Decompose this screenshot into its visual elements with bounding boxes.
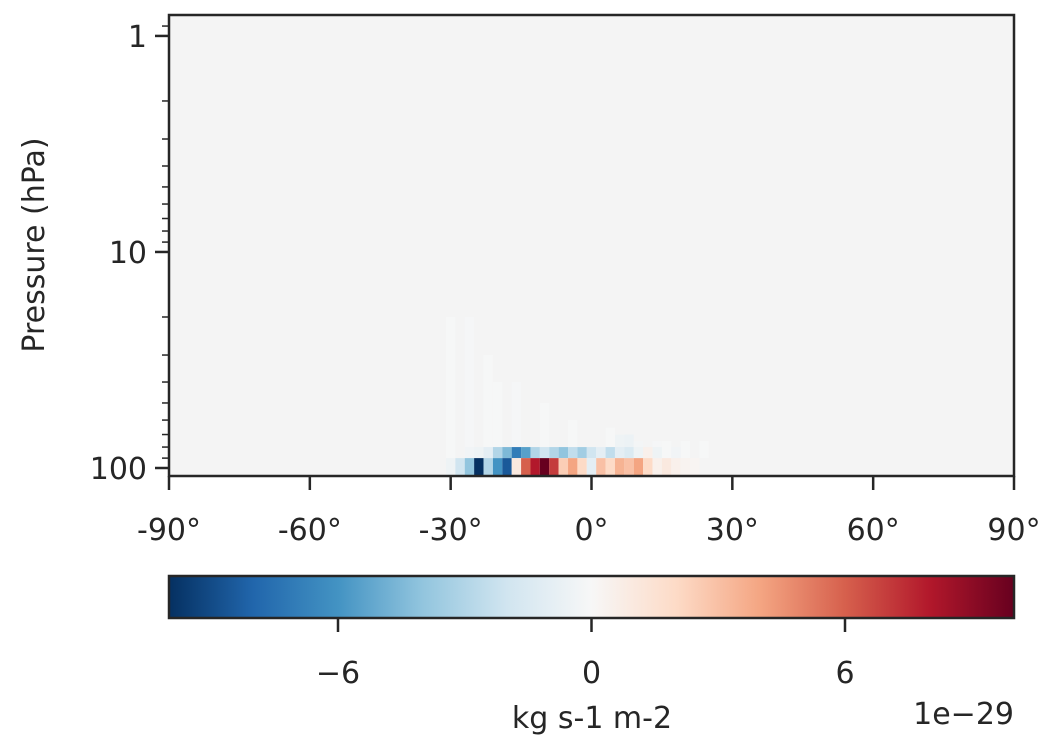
heatmap-cell — [511, 447, 522, 459]
heatmap-cell — [605, 458, 615, 476]
heatmap-cell — [511, 382, 522, 476]
heatmap-cells — [445, 317, 709, 476]
heatmap-cell — [483, 458, 493, 476]
x-tick-label: 60° — [847, 513, 900, 548]
heatmap-cell — [455, 458, 465, 476]
plot-background — [169, 15, 1014, 476]
heatmap-cell — [568, 458, 578, 476]
heatmap-cell — [492, 447, 503, 459]
heatmap-cell — [445, 317, 456, 476]
heatmap-cell — [539, 447, 550, 459]
heatmap-cell — [539, 458, 550, 476]
heatmap-cell — [568, 447, 578, 459]
colorbar-label: kg s-1 m-2 — [512, 701, 672, 736]
heatmap-cell — [502, 447, 512, 459]
heatmap-cell — [596, 447, 606, 459]
heatmap-cell — [643, 447, 653, 459]
heatmap-cell — [633, 458, 644, 476]
heatmap-cell — [474, 458, 484, 476]
heatmap-cell — [605, 447, 615, 459]
x-tick-label: -30° — [419, 513, 483, 548]
heatmap-cell — [445, 458, 456, 476]
heatmap-cell — [521, 447, 531, 459]
heatmap-cell — [483, 355, 493, 476]
heatmap-cell — [464, 317, 475, 476]
colorbar: −6 0 6 kg s-1 m-2 1e−29 — [167, 574, 1016, 736]
y-axis: 1 10 100 — [90, 20, 169, 487]
heatmap-cell — [558, 447, 569, 459]
heatmap-cell — [652, 458, 662, 476]
y-tick-label: 100 — [90, 452, 147, 487]
heatmap-cell — [633, 447, 644, 459]
x-tick-label: 30° — [706, 513, 759, 548]
y-tick-label: 10 — [109, 236, 147, 271]
x-tick-label: -60° — [278, 513, 342, 548]
heatmap-cell — [671, 447, 681, 459]
x-tick-label: -90° — [137, 513, 201, 548]
heatmap-cell — [530, 458, 540, 476]
heatmap-cell — [577, 447, 587, 459]
colorbar-ticks: −6 0 6 — [316, 618, 855, 691]
x-tick-label: 90° — [987, 513, 1040, 548]
heatmap-cell — [614, 447, 625, 459]
heatmap-cell — [624, 434, 634, 459]
heatmap-cell — [690, 458, 700, 476]
colorbar-tick-label: 0 — [582, 656, 601, 691]
heatmap-cell — [596, 458, 606, 476]
plot-area — [167, 13, 1016, 478]
heatmap-cell — [652, 447, 662, 459]
colorbar-gradient — [167, 574, 1016, 620]
heatmap-cell — [558, 458, 569, 476]
heatmap-cell — [643, 458, 653, 476]
heatmap-cell — [624, 458, 634, 476]
y-tick-label: 1 — [128, 20, 147, 55]
heatmap-cell — [661, 441, 672, 459]
heatmap-cell — [464, 447, 475, 459]
heatmap-cell — [577, 458, 587, 476]
heatmap-cell — [483, 447, 493, 459]
heatmap-cell — [492, 458, 503, 476]
x-axis: -90° -60° -30° 0° 30° 60° 90° — [137, 476, 1041, 548]
heatmap-cell — [671, 458, 681, 476]
heatmap-cell — [699, 441, 709, 459]
heatmap-cell — [539, 402, 550, 476]
heatmap-cell — [530, 447, 540, 459]
heatmap-cell — [492, 382, 503, 476]
colorbar-tick-label: −6 — [316, 656, 360, 691]
heatmap-cell — [464, 458, 475, 476]
x-tick-label: 0° — [574, 513, 608, 548]
heatmap-cell — [521, 458, 531, 476]
colorbar-tick-label: 6 — [835, 656, 854, 691]
y-axis-label: Pressure (hPa) — [17, 137, 52, 352]
heatmap-cell — [624, 447, 634, 459]
heatmap-cell — [474, 447, 484, 459]
heatmap-cell — [680, 458, 691, 476]
heatmap-cell — [549, 458, 559, 476]
heatmap-cell — [680, 441, 691, 459]
heatmap-cell — [614, 458, 625, 476]
colorbar-offset-text: 1e−29 — [913, 697, 1014, 732]
heatmap-cell — [614, 434, 625, 459]
heatmap-cell — [661, 458, 672, 476]
heatmap-cell — [511, 458, 522, 476]
heatmap-cell — [502, 458, 512, 476]
heatmap-cell — [549, 447, 559, 459]
heatmap-cell — [586, 447, 597, 459]
heatmap-cell — [586, 458, 597, 476]
